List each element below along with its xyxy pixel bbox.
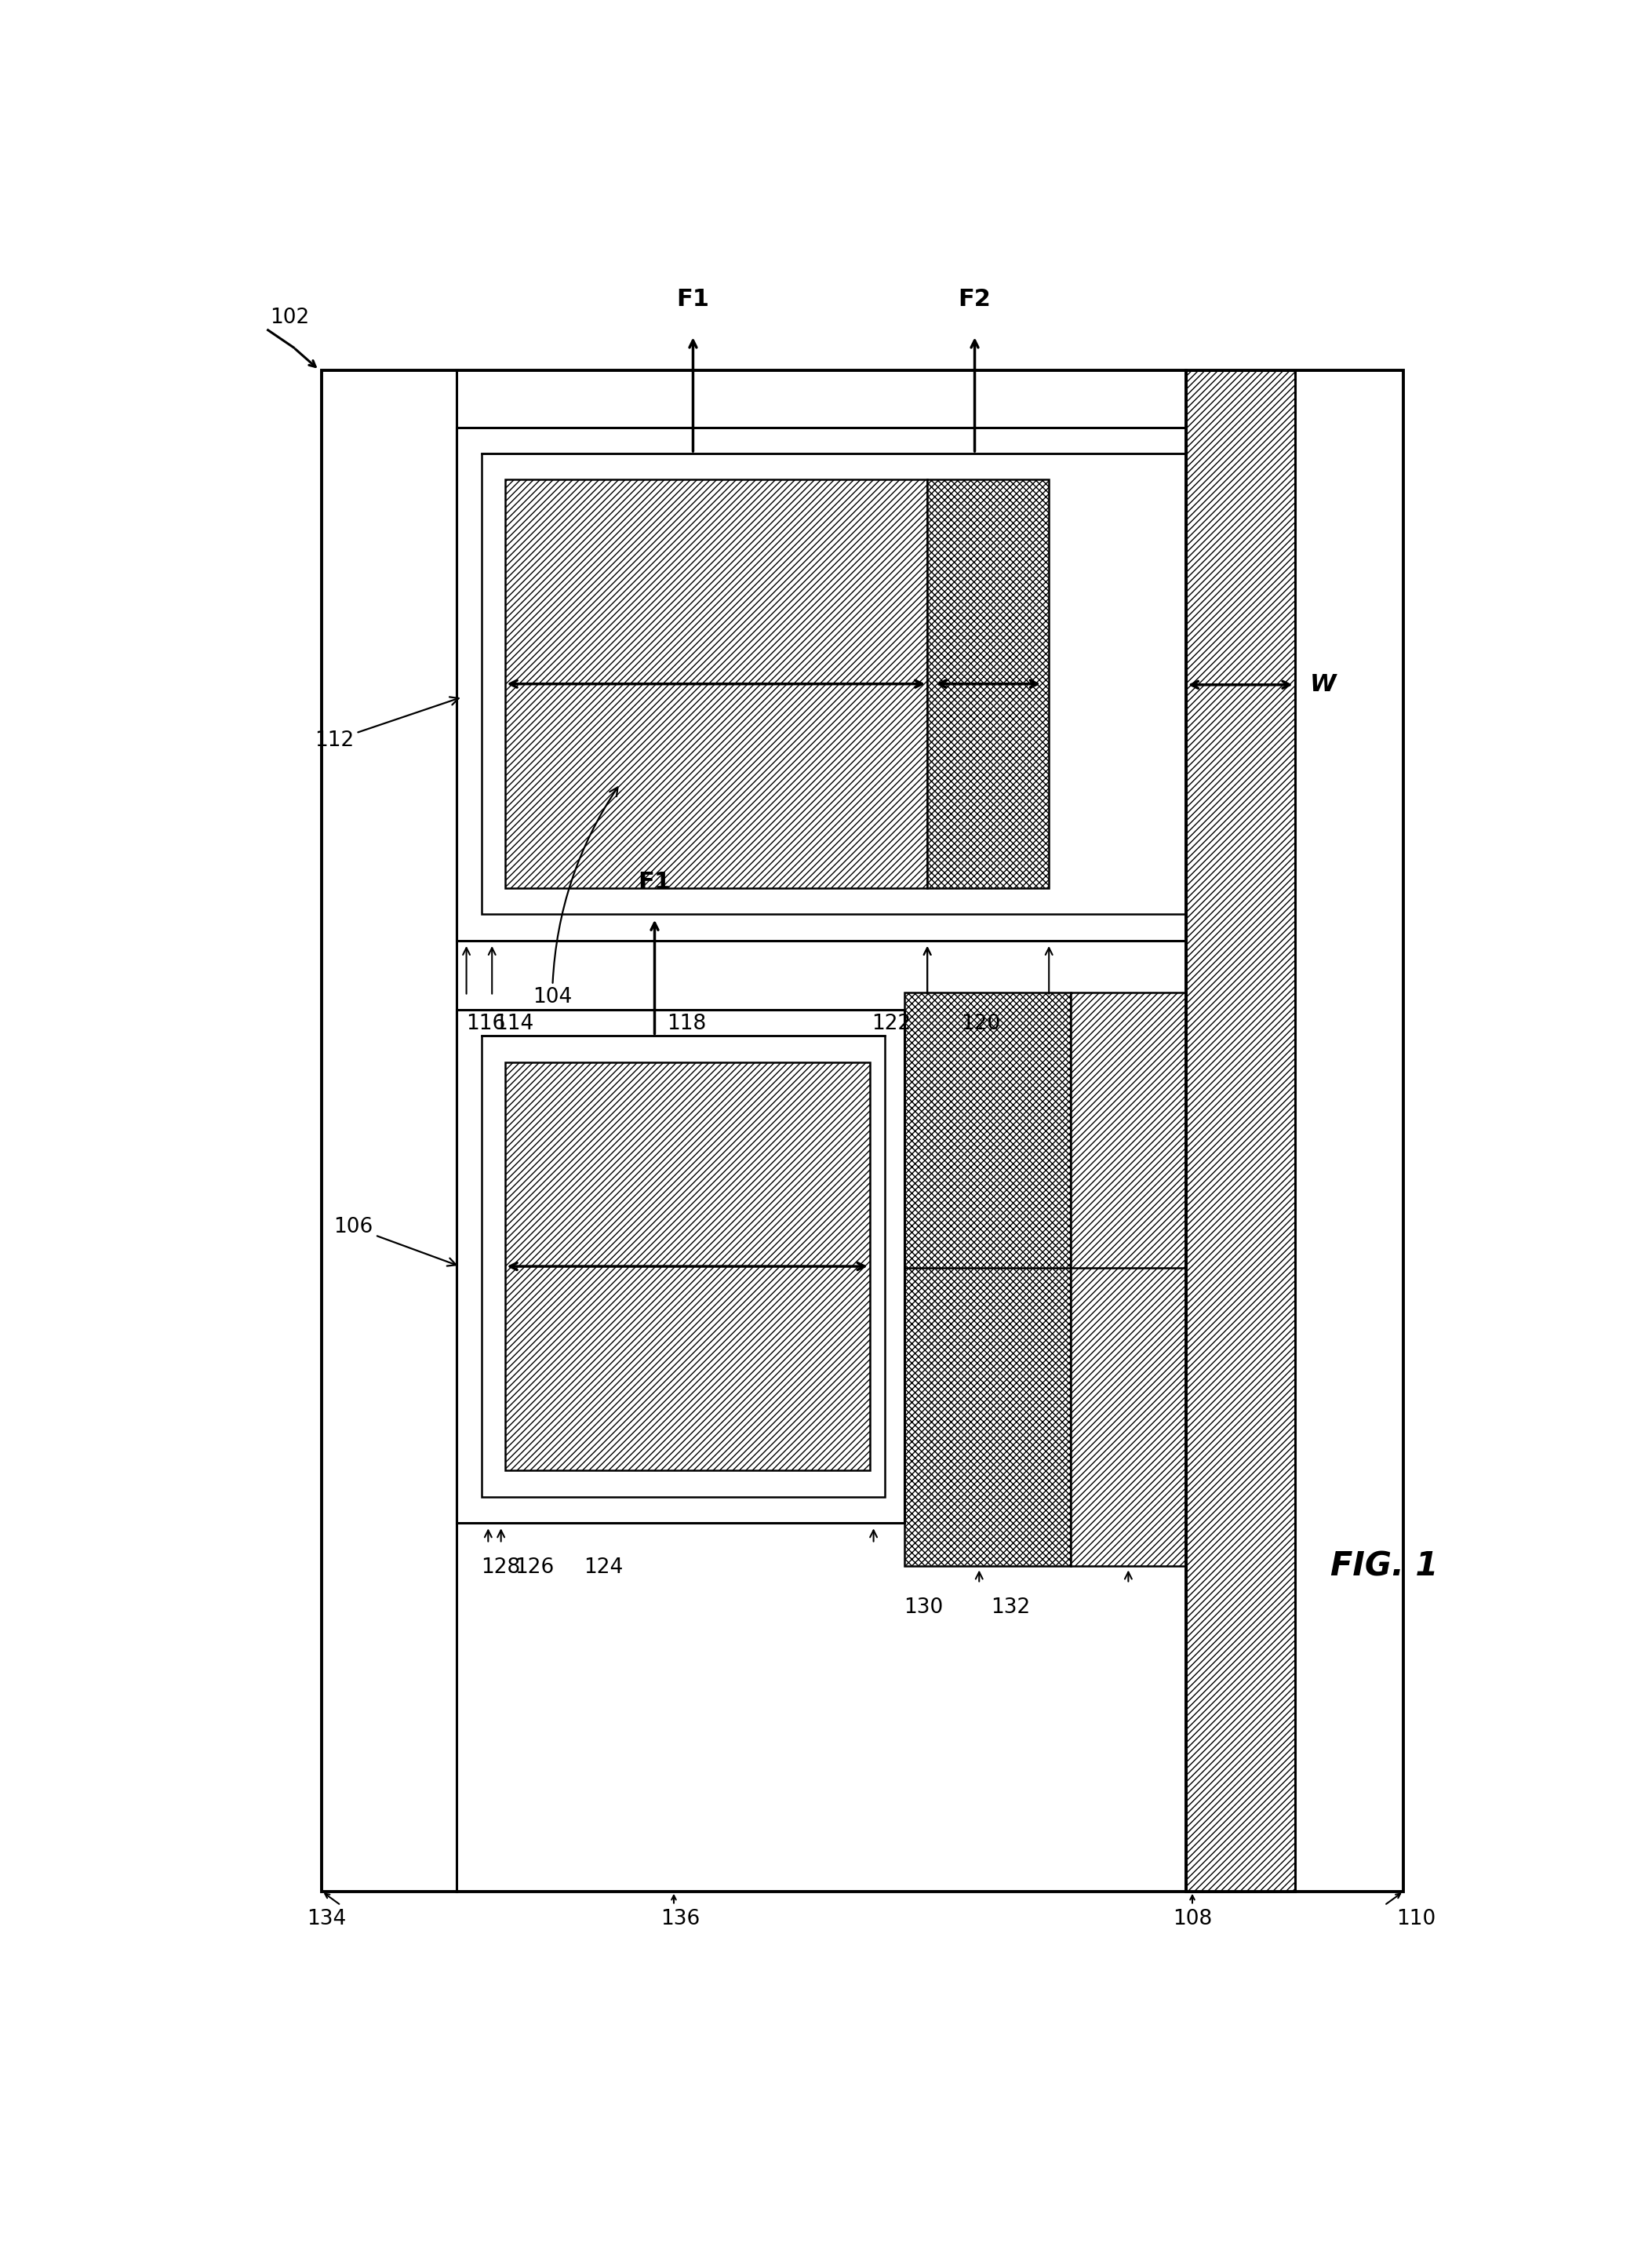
Text: 114: 114 bbox=[494, 1014, 534, 1034]
Bar bbox=[904, 994, 1070, 1567]
Bar bbox=[322, 370, 1404, 1892]
Text: 136: 136 bbox=[661, 1908, 700, 1928]
Text: 126: 126 bbox=[514, 1558, 553, 1578]
Bar bbox=[482, 454, 1186, 914]
Text: F1: F1 bbox=[677, 289, 709, 312]
Bar bbox=[1070, 994, 1186, 1567]
Text: 120: 120 bbox=[961, 1014, 1001, 1034]
Text: W: W bbox=[1310, 673, 1336, 695]
Bar bbox=[456, 1009, 904, 1522]
Text: 112: 112 bbox=[314, 698, 459, 750]
Bar bbox=[506, 1061, 869, 1470]
Text: F1: F1 bbox=[638, 872, 671, 894]
Text: 124: 124 bbox=[583, 1558, 623, 1578]
Bar bbox=[482, 1036, 885, 1497]
Bar bbox=[927, 479, 1049, 887]
Text: FIG. 1: FIG. 1 bbox=[1330, 1549, 1439, 1583]
Text: 128: 128 bbox=[481, 1558, 520, 1578]
Text: 104: 104 bbox=[532, 788, 618, 1007]
Text: F2: F2 bbox=[958, 289, 991, 312]
Text: 122: 122 bbox=[872, 1014, 912, 1034]
Text: 130: 130 bbox=[904, 1599, 943, 1619]
Text: 108: 108 bbox=[1173, 1908, 1213, 1928]
Text: 102: 102 bbox=[269, 307, 309, 327]
Bar bbox=[456, 427, 1186, 939]
Text: 106: 106 bbox=[334, 1217, 456, 1267]
Text: 132: 132 bbox=[991, 1599, 1031, 1619]
Bar bbox=[1186, 370, 1295, 1892]
Text: 116: 116 bbox=[466, 1014, 506, 1034]
Text: 118: 118 bbox=[667, 1014, 707, 1034]
Text: 134: 134 bbox=[307, 1908, 347, 1928]
Text: 110: 110 bbox=[1396, 1908, 1436, 1928]
Bar bbox=[506, 479, 927, 887]
